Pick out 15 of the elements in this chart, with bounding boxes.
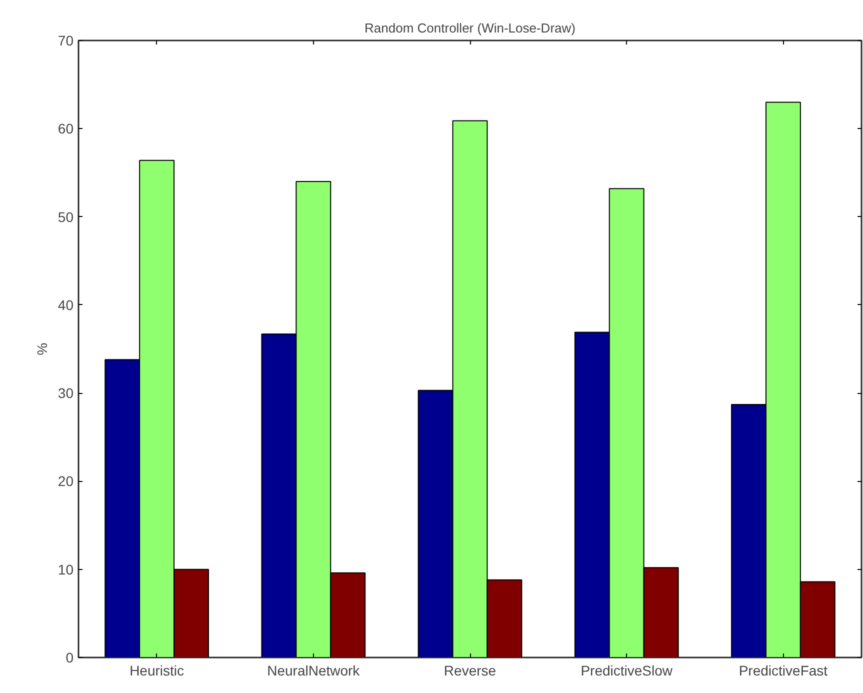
x-tick-label: Heuristic <box>130 662 184 678</box>
y-axis-title: % <box>34 342 50 356</box>
y-tick-label: 10 <box>58 561 74 578</box>
y-tick-label: 20 <box>58 473 74 490</box>
y-tick-label: 60 <box>58 120 74 137</box>
y-tick-label: 70 <box>58 32 74 48</box>
chart-title: Random Controller (Win-Lose-Draw) <box>364 20 576 36</box>
y-tick-label: 0 <box>66 650 74 666</box>
x-tick-label: NeuralNetwork <box>267 662 361 678</box>
y-tick-label: 40 <box>58 296 74 313</box>
y-tick-label: 30 <box>58 385 74 402</box>
y-tick-label: 50 <box>58 208 74 225</box>
x-tick-label: Reverse <box>444 662 496 678</box>
x-tick-label: PredictiveFast <box>738 662 828 678</box>
x-tick-label: PredictiveSlow <box>580 662 674 678</box>
